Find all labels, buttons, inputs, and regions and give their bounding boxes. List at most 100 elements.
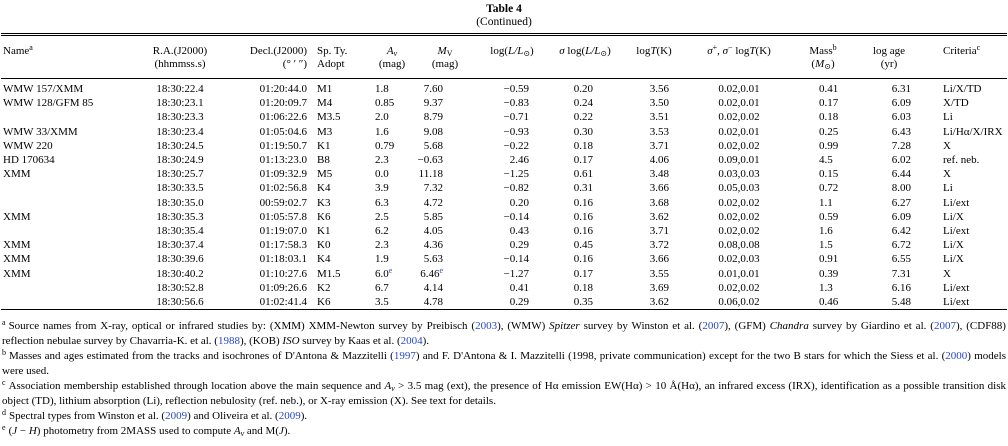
column-header-mv-units: (mag) [417,58,473,79]
text-run: ). [300,410,308,423]
footnote-ref-link[interactable]: e [439,265,443,275]
table-cell: 0.02,0.02 [718,225,760,238]
table-cell: 8.79 [423,111,443,124]
table-cell: 0.79 [375,139,395,152]
table-cell: Li/ext [943,225,970,238]
table-row: XMM 18:30:25.7 01:09:32.9 M5 0.0 11.18 −1.25 0.… [1,167,1007,181]
table-cell: 0.22 [573,111,593,124]
text-run: (hhmmss.s) [154,58,206,70]
text-run: Source names from X-ray, optical or infr… [8,320,476,333]
table-cell: 2.3 [375,239,389,252]
table-cell [1,196,151,210]
reference-link[interactable]: 2000 [945,350,968,363]
table-cell: 0.61 [573,168,593,181]
table-cell: 0.02,0.02 [718,210,760,223]
table-cell: Li/ext [943,196,970,209]
reference-link[interactable]: 2003 [475,320,498,333]
table-cell: 0.91 [819,253,839,266]
table-cell: 0.85 [375,97,395,110]
table-cell: 6.46e [417,265,473,281]
text-run: survey by Giardino et al. ( [808,320,934,333]
table-cell: 0.41 [819,83,839,95]
footnote-d: d Spectral types from Winston et al. (200… [2,409,1006,424]
table-cell: 1.5 [819,239,833,252]
table-cell: 0.17 [573,267,593,280]
table-cell [1,224,151,238]
text-run: ⊙ [824,62,831,71]
text-run: J [279,425,284,438]
cell-value: 6.0 [375,267,389,280]
reference-link[interactable]: 1988 [217,335,240,348]
table-cell: 0.39 [819,267,839,280]
reference-link[interactable]: 2009 [278,410,301,423]
footnote-ref-link[interactable]: e [388,265,393,275]
reference-link[interactable]: 2004 [400,335,423,348]
text-run: ), (CDF88) reflection nebulae survey by … [2,320,1006,348]
table-cell: 18:30:39.6 [156,253,204,266]
reference-link[interactable]: 2007 [702,320,725,333]
table-cell: −1.25 [503,168,529,181]
column-header-log-l-units [473,58,551,79]
text-run: ( [811,58,816,70]
table-cell: 5.85 [423,210,443,223]
table-cell: M1.5 [317,267,341,280]
text-run: log [732,45,750,57]
table-cell: HD 170634 [3,154,55,167]
table-cell: 6.09 [891,210,911,223]
reference-link[interactable]: 1997 [393,350,416,363]
table-cell: 0.02,0.01 [718,83,760,95]
table-cell: 00:59:02.7 [259,196,307,209]
column-header-log-age: log age [857,35,921,59]
table-row: XMM 18:30:37.4 01:17:58.3 K0 2.3 4.36 0.29 0.45… [1,238,1007,252]
table-cell: 01:05:04.6 [259,125,307,138]
column-header-mass: Massb [789,35,857,59]
table-cell: 11.18 [418,168,443,181]
text-run: (K) [755,45,771,57]
table-cell: Li/X/TD [943,83,982,95]
table-cell: 3.71 [649,225,669,238]
table-cell: 3.51 [649,111,669,124]
table-cell: 7.28 [891,139,911,152]
column-header-log-t: logT(K) [619,35,689,59]
table-row: 18:30:23.3 01:06:22.6 M3.5 2.0 8.79 −0.71 0.22… [1,110,1007,124]
text-run: log age [872,45,906,57]
table-cell: 6.42 [891,225,911,238]
table-cell: 6.44 [891,168,911,181]
table-cell: 0.20 [509,196,529,209]
text-run: Chandra [769,320,809,333]
table-cell: 3.53 [649,125,669,138]
table-cell: 0.20 [573,83,593,95]
table-cell: Li/X [943,210,964,223]
footnote-e: e (J − H) photometry from 2MASS used to c… [2,424,1006,439]
table-cell: 1.6 [375,125,389,138]
column-header-name-units [1,58,151,79]
reference-link[interactable]: 2007 [933,320,956,333]
column-header-mass-units: (M⊙) [789,58,857,79]
table-cell: 0.16 [573,210,593,223]
table-cell: 2.3 [375,154,389,167]
column-header-sp-type: Sp. Ty. [309,35,367,59]
table-cell: 0.09,0.01 [718,154,760,167]
table-cell: 6.0e [367,265,417,281]
table-cell: 2.46 [509,154,529,167]
table-cell: 1.1 [819,196,833,209]
text-run: v [240,429,245,439]
text-run: b [832,43,837,52]
table-cell: WMW 220 [3,139,53,152]
table-cell: 01:09:32.9 [259,168,307,181]
text-run: ⊙ [523,49,531,58]
table-cell: 0.16 [573,196,593,209]
table-cell: −0.93 [503,125,529,138]
table-cell: 6.27 [891,196,911,209]
table-cell: M1 [317,83,333,95]
table-cell: K4 [317,253,331,266]
text-run: A [386,45,394,57]
table-cell: 4.05 [423,225,443,238]
reference-link[interactable]: 2009 [165,410,188,423]
table-cell: −0.82 [503,182,529,195]
column-header-decl-units: (° ′ ″) [209,58,309,79]
text-run: log( [490,45,509,57]
text-run: σ [707,45,713,57]
table-cell: 0.16 [573,225,593,238]
table-cell: 0.59 [819,210,839,223]
